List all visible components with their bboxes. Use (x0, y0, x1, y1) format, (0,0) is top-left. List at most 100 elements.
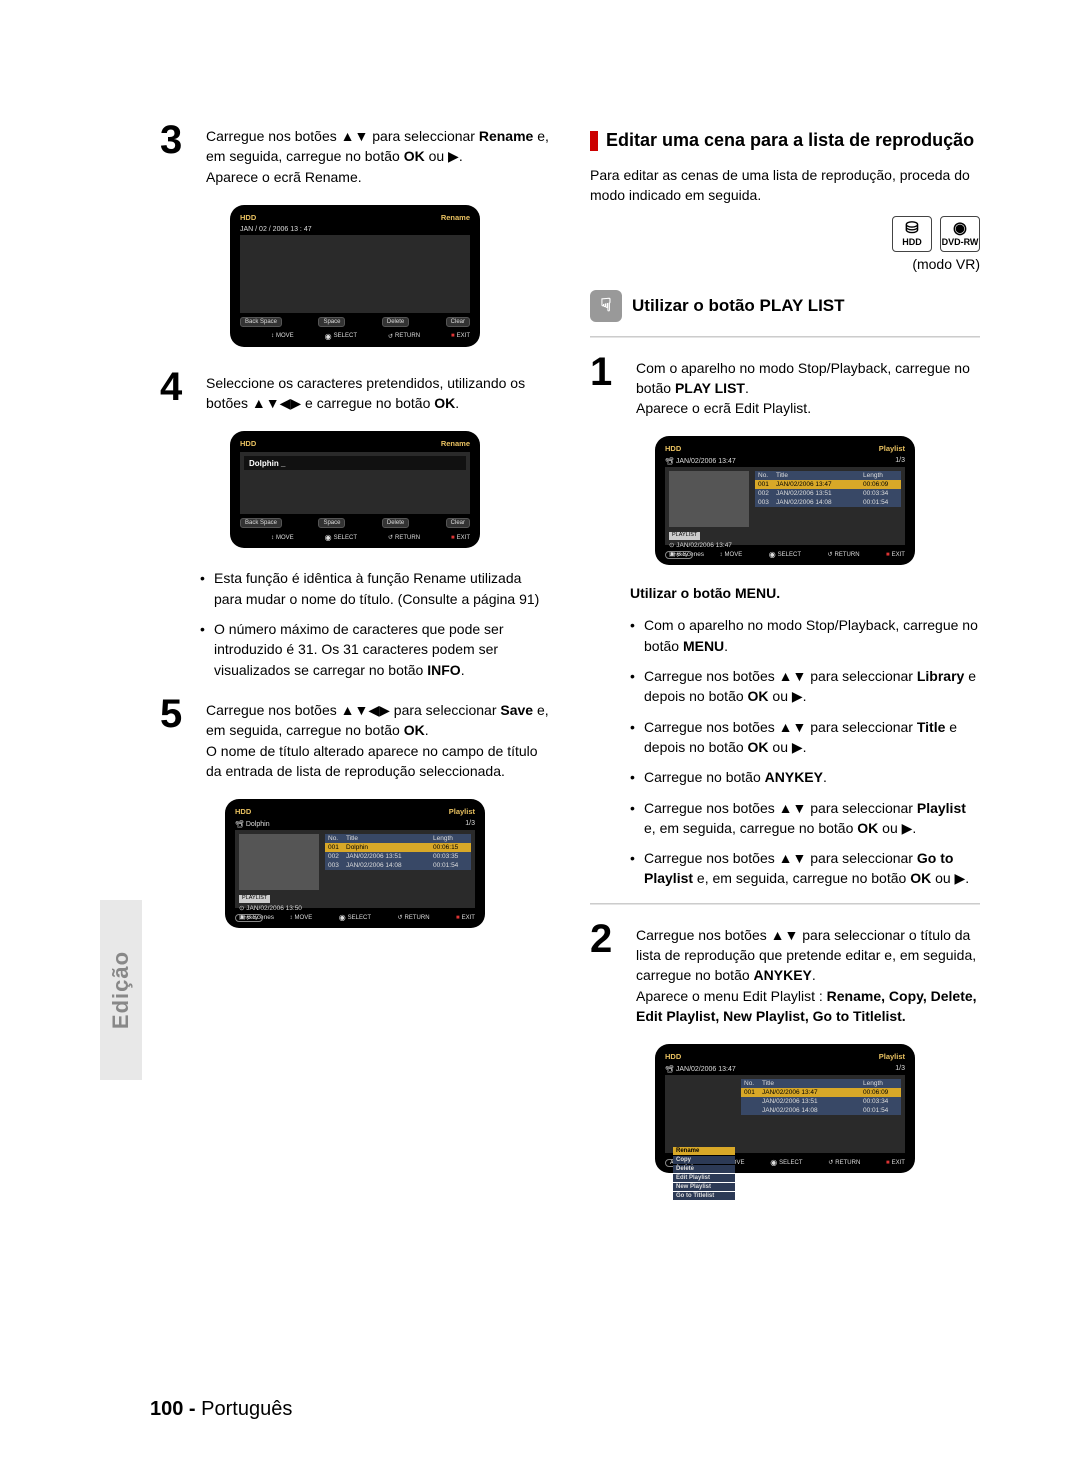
table-row: 002JAN/02/2006 13:5100:03:34 (755, 489, 901, 498)
dvd-rw-icon: ◉DVD-RW (940, 216, 980, 252)
btn-space: Space (318, 317, 345, 327)
table-row: 001Dolphin00:06:15 (325, 843, 471, 852)
hand-icon: ☟ (590, 290, 622, 322)
bullet-list-1: Esta função é idêntica à função Rename u… (200, 568, 550, 679)
screen-mode-label: Playlist (879, 444, 905, 453)
screen-footer: ↕MOVE ◉SELECT ↺RETURN ■EXIT (240, 329, 470, 341)
step-text: Carregue nos botões ▲▼ para seleccionar … (206, 120, 550, 187)
list-item: Carregue nos botões ▲▼ para seleccionar … (630, 798, 980, 839)
menu-delete: Delete (673, 1165, 735, 1173)
page-footer: 100 - Português (150, 1398, 292, 1421)
thumbnail (669, 471, 749, 527)
table-row: JAN/02/2006 13:5100:03:34 (741, 1097, 901, 1106)
btn-delete: Delete (382, 518, 409, 528)
step-number: 4 (160, 367, 206, 414)
rename-input: Dolphin _ (244, 456, 466, 470)
hdd-icon: ⛁HDD (892, 216, 932, 252)
screen-mode-label: Playlist (449, 807, 475, 816)
playlist-screen-3: HDD Playlist 📽 JAN/02/2006 13:47 1/3 Ren… (655, 1044, 915, 1173)
menu-rename: Rename (673, 1147, 735, 1155)
btn-backspace: Back Space (240, 317, 282, 327)
step-number: 3 (160, 120, 206, 187)
screen-body: Dolphin _ (240, 452, 470, 514)
rename-screen-1: HDD Rename JAN / 02 / 2006 13 : 47 Back … (230, 205, 480, 347)
side-tab-label: Edição (108, 951, 134, 1029)
screen-date: JAN / 02 / 2006 13 : 47 (240, 226, 470, 233)
table-row: 003JAN/02/2006 14:0800:01:54 (755, 498, 901, 507)
right-column: Editar uma cena para a lista de reproduç… (570, 120, 1000, 1193)
screen-body (240, 235, 470, 313)
screen-mode-label: Rename (441, 439, 470, 448)
screen-body: PLAYLIST ⊙ JAN/02/2006 13:50 ▣ 6 Scenes … (235, 830, 475, 908)
menu-new-playlist: New Playlist (673, 1183, 735, 1191)
subsection-title: ☟ Utilizar o botão PLAY LIST (590, 290, 980, 322)
btn-backspace: Back Space (240, 518, 282, 528)
divider (590, 903, 980, 905)
playlist-table: No. Title Length 001JAN/02/2006 13:4700:… (755, 471, 901, 541)
step-number: 2 (590, 919, 636, 1026)
screen-body: Rename Copy Delete Edit Playlist New Pla… (665, 1075, 905, 1153)
playlist-screen-1: HDD Playlist 📽 Dolphin 1/3 PLAYLIST ⊙ JA… (225, 799, 485, 928)
step-number: 5 (160, 694, 206, 781)
screen-hdd-label: HDD (235, 807, 251, 816)
red-bar-icon (590, 131, 598, 151)
screen-buttons: Back Space Space Delete Clear (240, 516, 470, 530)
playlist-table: No. Title Length 001Dolphin00:06:15 002J… (325, 834, 471, 904)
list-item: Carregue nos botões ▲▼ para seleccionar … (630, 717, 980, 758)
step-number: 1 (590, 352, 636, 419)
screen-body: PLAYLIST ⊙ JAN/02/2006 13:47 ▣ 6 Scenes … (665, 467, 905, 545)
subtitle: Utilizar o botão MENU. (630, 585, 980, 601)
thumbnail (239, 834, 319, 890)
screen-hdd-label: HDD (665, 444, 681, 453)
list-item: Carregue nos botões ▲▼ para seleccionar … (630, 666, 980, 707)
screen-hdd-label: HDD (240, 213, 256, 222)
anykey-badge: Anykey (235, 914, 263, 922)
side-tab: Edição (100, 900, 142, 1080)
context-menu: Rename Copy Delete Edit Playlist New Pla… (673, 1147, 735, 1201)
table-row: 003JAN/02/2006 14:0800:01:54 (325, 861, 471, 870)
list-item: Carregue no botão ANYKEY. (630, 767, 980, 787)
btn-space: Space (318, 518, 345, 528)
bullet-list-2: Com o aparelho no modo Stop/Playback, ca… (630, 615, 980, 888)
step-5: 5 Carregue nos botões ▲▼◀▶ para seleccio… (160, 694, 550, 781)
menu-go-titlelist: Go to Titlelist (673, 1192, 735, 1200)
step-text: Com o aparelho no modo Stop/Playback, ca… (636, 352, 980, 419)
screen-buttons: Back Space Space Delete Clear (240, 315, 470, 329)
step-text: Carregue nos botões ▲▼◀▶ para selecciona… (206, 694, 550, 781)
btn-clear: Clear (446, 317, 470, 327)
page: 3 Carregue nos botões ▲▼ para selecciona… (0, 0, 1080, 1233)
playlist-table: No. Title Length 001JAN/02/2006 13:4700:… (741, 1079, 901, 1149)
screen-date: 📽 JAN/02/2006 13:47 (665, 1065, 736, 1073)
media-icons: ⛁HDD ◉DVD-RW (590, 216, 980, 252)
screen-mode-label: Rename (441, 213, 470, 222)
screen-hdd-label: HDD (240, 439, 256, 448)
step-text: Carregue nos botões ▲▼ para seleccionar … (636, 919, 980, 1026)
menu-edit-playlist: Edit Playlist (673, 1174, 735, 1182)
btn-clear: Clear (446, 518, 470, 528)
list-item: O número máximo de caracteres que pode s… (200, 619, 550, 680)
screen-date: 📽 JAN/02/2006 13:47 (665, 457, 736, 465)
list-item: Com o aparelho no modo Stop/Playback, ca… (630, 615, 980, 656)
step-text: Seleccione os caracteres pretendidos, ut… (206, 367, 550, 414)
screen-hdd-label: HDD (665, 1052, 681, 1061)
divider (590, 336, 980, 338)
step-1: 1 Com o aparelho no modo Stop/Playback, … (590, 352, 980, 419)
playlist-screen-2: HDD Playlist 📽 JAN/02/2006 13:47 1/3 PLA… (655, 436, 915, 565)
screen-footer: ↕MOVE ◉SELECT ↺RETURN ■EXIT (240, 530, 470, 542)
btn-delete: Delete (382, 317, 409, 327)
table-row: 002JAN/02/2006 13:5100:03:35 (325, 852, 471, 861)
section-title: Editar uma cena para a lista de reproduç… (590, 130, 980, 151)
rename-screen-2: HDD Rename Dolphin _ Back Space Space De… (230, 431, 480, 548)
list-item: Esta função é idêntica à função Rename u… (200, 568, 550, 609)
step-4: 4 Seleccione os caracteres pretendidos, … (160, 367, 550, 414)
mode-label: (modo VR) (590, 256, 980, 272)
step-3: 3 Carregue nos botões ▲▼ para selecciona… (160, 120, 550, 187)
table-row: JAN/02/2006 14:0800:01:54 (741, 1106, 901, 1115)
step-2: 2 Carregue nos botões ▲▼ para selecciona… (590, 919, 980, 1026)
anykey-badge: Anykey (665, 551, 693, 559)
section-intro: Para editar as cenas de uma lista de rep… (590, 165, 980, 206)
table-row: 001JAN/02/2006 13:4700:06:09 (741, 1088, 901, 1097)
screen-date: 📽 Dolphin (235, 820, 270, 828)
list-item: Carregue nos botões ▲▼ para seleccionar … (630, 848, 980, 889)
menu-copy: Copy (673, 1156, 735, 1164)
